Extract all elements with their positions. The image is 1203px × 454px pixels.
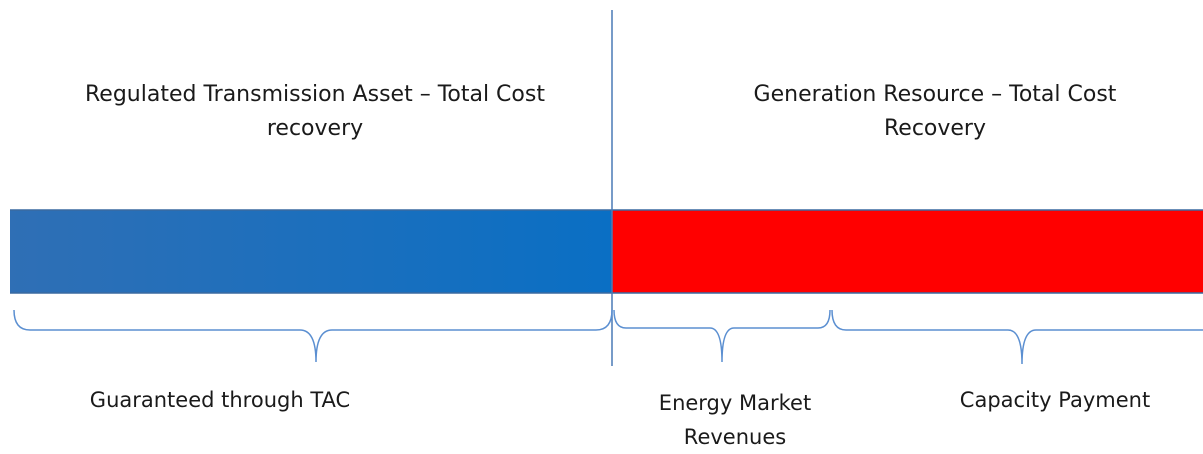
energy-brace [613,309,831,363]
transmission-title: Regulated Transmission Asset – Total Cos… [85,82,545,141]
capacity-brace [831,309,1203,365]
generation-bar [612,210,1203,293]
energy-market-label: Energy Market Revenues [658,391,812,449]
tac-brace [13,309,613,363]
transmission-bar [10,210,612,293]
generation-title: Generation Resource – Total Cost Recover… [753,82,1117,141]
capacity-payment-label: Capacity Payment [959,388,1151,412]
tac-label: Guaranteed through TAC [89,388,351,412]
